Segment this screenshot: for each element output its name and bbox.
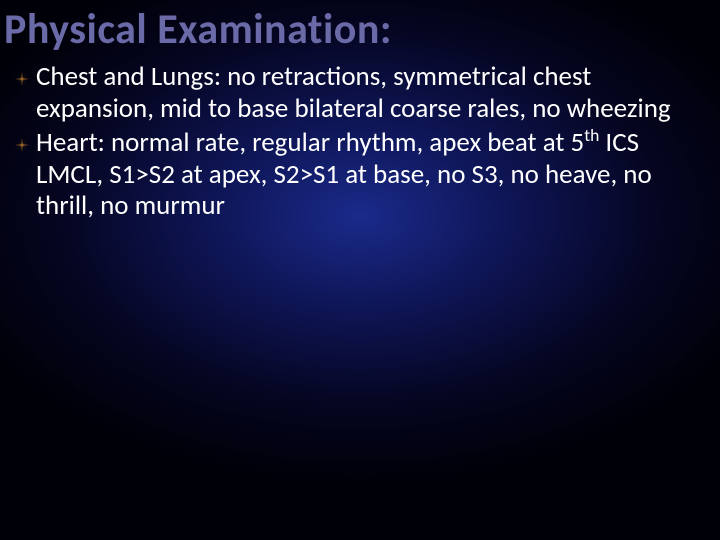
bullet-text: Chest and Lungs: no retractions, symmetr…	[36, 61, 706, 125]
bullet-item: Heart: normal rate, regular rhythm, apex…	[14, 127, 706, 223]
slide: Physical Examination: Chest	[0, 0, 720, 540]
bullet-text: Heart: normal rate, regular rhythm, apex…	[36, 127, 706, 223]
slide-body: Chest and Lungs: no retractions, symmetr…	[0, 57, 720, 222]
starburst-icon	[14, 137, 30, 153]
slide-title: Physical Examination:	[0, 0, 720, 57]
starburst-icon	[14, 71, 30, 87]
bullet-item: Chest and Lungs: no retractions, symmetr…	[14, 61, 706, 125]
